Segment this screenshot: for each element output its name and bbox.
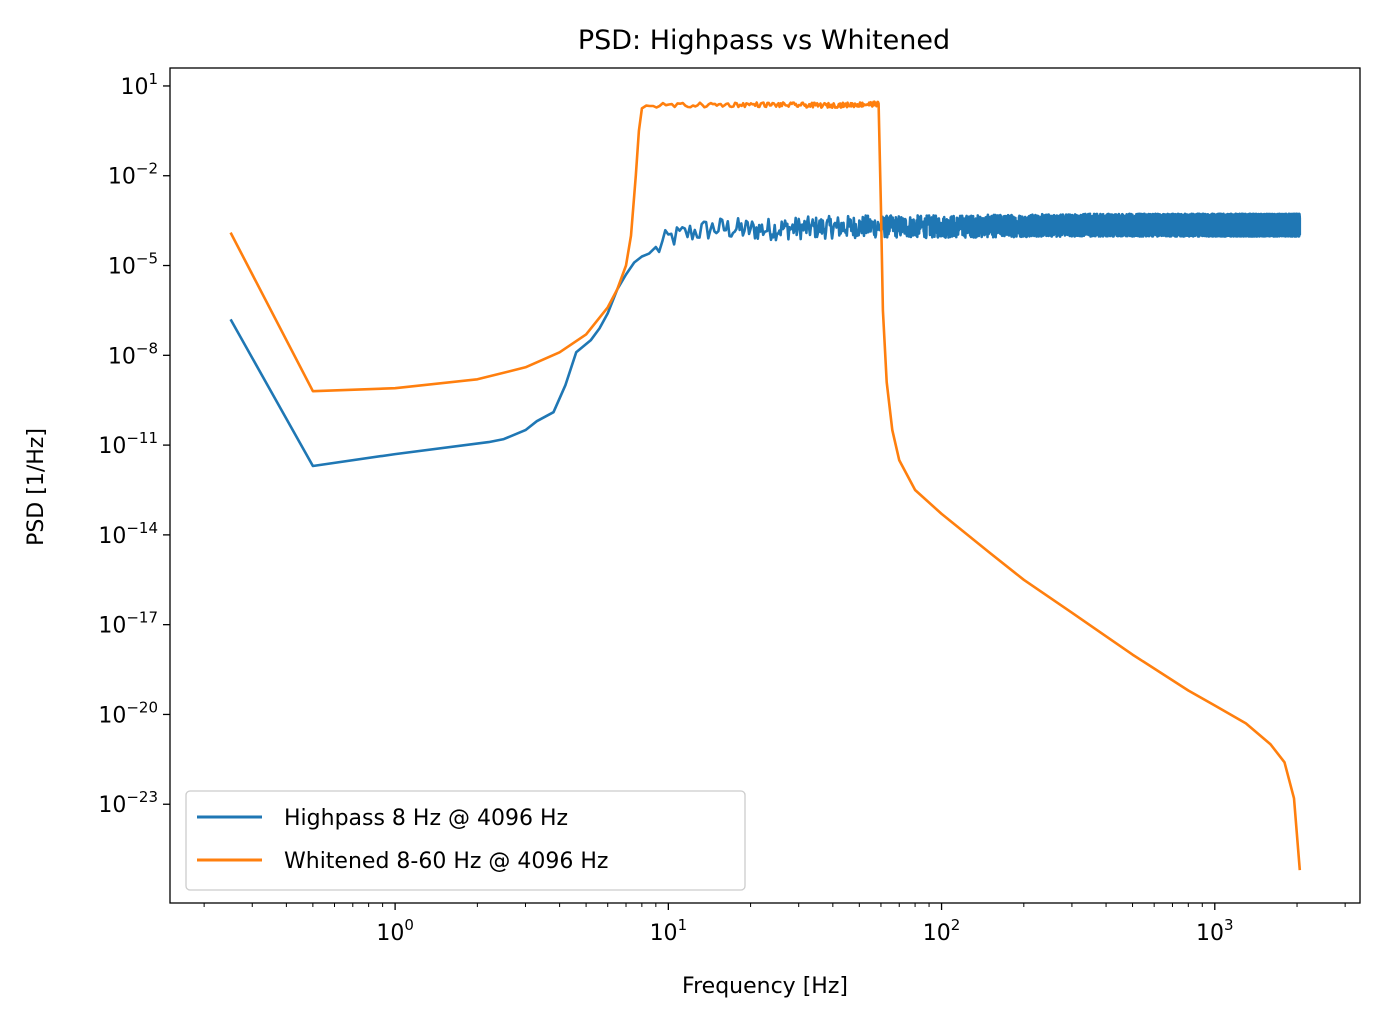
y-axis-label: PSD [1/Hz] xyxy=(24,428,49,546)
y-tick-label: 10−23 xyxy=(98,788,158,818)
legend: Highpass 8 Hz @ 4096 Hz Whitened 8-60 Hz… xyxy=(185,790,746,891)
ticks-layer: 100 101 102 103 101 10−2 10−5 10−8 10−11 10−14 10−… xyxy=(98,70,1346,946)
x-axis-label: Frequency [Hz] xyxy=(682,974,848,999)
y-tick-label: 10−17 xyxy=(98,609,158,639)
series-line-1 xyxy=(229,100,1302,871)
x-tick-label: 102 xyxy=(923,916,961,946)
y-tick-label: 10−20 xyxy=(98,698,158,728)
x-tick-label: 100 xyxy=(376,916,414,946)
y-tick-label: 10−11 xyxy=(98,429,158,459)
series-line-0 xyxy=(229,212,1302,468)
legend-label-highpass: Highpass 8 Hz @ 4096 Hz xyxy=(284,806,568,831)
series-layer xyxy=(229,100,1302,871)
y-tick-label: 10−2 xyxy=(108,160,158,190)
chart-title: PSD: Highpass vs Whitened xyxy=(578,25,950,56)
y-tick-label: 101 xyxy=(120,70,158,100)
x-tick-label: 103 xyxy=(1196,916,1234,946)
legend-box xyxy=(185,790,746,891)
legend-label-whitened: Whitened 8-60 Hz @ 4096 Hz xyxy=(284,849,608,874)
plot-frame xyxy=(169,67,1361,904)
y-tick-label: 10−8 xyxy=(108,339,158,369)
y-tick-label: 10−5 xyxy=(108,250,158,280)
x-tick-label: 101 xyxy=(650,916,688,946)
y-tick-label: 10−14 xyxy=(98,519,158,549)
